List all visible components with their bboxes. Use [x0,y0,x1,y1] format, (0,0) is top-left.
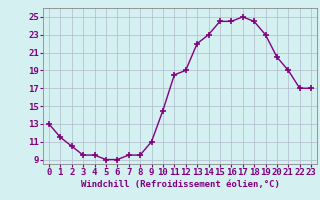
X-axis label: Windchill (Refroidissement éolien,°C): Windchill (Refroidissement éolien,°C) [81,180,279,189]
